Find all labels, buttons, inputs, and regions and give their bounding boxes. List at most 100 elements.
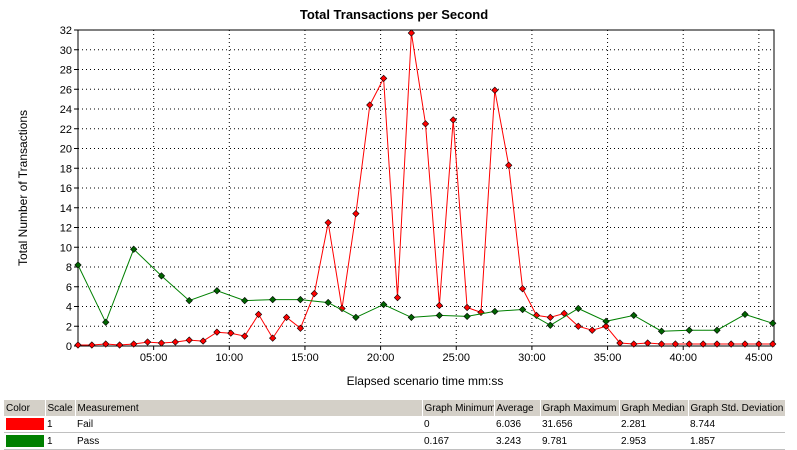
fail-data-point[interactable] bbox=[227, 329, 235, 337]
pass-series-line bbox=[77, 248, 773, 332]
fail-data-point[interactable] bbox=[463, 303, 471, 312]
fail-data-point[interactable] bbox=[338, 304, 346, 313]
fail-data-point[interactable] bbox=[102, 340, 110, 348]
legend-row-fail[interactable]: 1 Fail 0 6.036 31.656 2.281 8.744 bbox=[4, 416, 785, 433]
pass-data-point[interactable] bbox=[463, 312, 471, 320]
header-graph-minimum: Graph Minimum bbox=[422, 400, 495, 416]
fail-data-point[interactable] bbox=[727, 340, 735, 348]
fail-data-point[interactable] bbox=[518, 285, 527, 293]
fail-data-point[interactable] bbox=[130, 340, 138, 348]
std-cell: 1.857 bbox=[688, 432, 785, 450]
fail-data-point[interactable] bbox=[199, 337, 207, 345]
measurement-cell: Fail bbox=[75, 416, 422, 433]
fail-data-point[interactable] bbox=[713, 340, 721, 348]
fail-data-point[interactable] bbox=[685, 340, 693, 348]
fail-data-point[interactable] bbox=[602, 322, 610, 330]
pass-data-point[interactable] bbox=[157, 272, 166, 280]
pass-data-point[interactable] bbox=[657, 327, 666, 335]
y-tick-label: 8 bbox=[66, 262, 72, 274]
fail-data-point[interactable] bbox=[352, 210, 360, 218]
pass-data-point[interactable] bbox=[769, 319, 777, 327]
header-scale: Scale bbox=[45, 400, 76, 416]
fail-data-point[interactable] bbox=[366, 101, 374, 109]
fail-data-point[interactable] bbox=[296, 324, 305, 332]
pass-data-point[interactable] bbox=[713, 326, 721, 334]
pass-data-point[interactable] bbox=[741, 310, 749, 319]
fail-data-point[interactable] bbox=[407, 29, 415, 37]
y-tick-label: 20 bbox=[60, 144, 72, 156]
fail-data-point[interactable] bbox=[157, 339, 166, 347]
fail-data-point[interactable] bbox=[171, 338, 179, 346]
fail-data-point[interactable] bbox=[505, 161, 513, 169]
fail-data-point[interactable] bbox=[254, 310, 263, 319]
y-tick-label: 24 bbox=[60, 104, 72, 116]
pass-data-point[interactable] bbox=[296, 295, 305, 304]
pass-data-point[interactable] bbox=[352, 313, 360, 321]
x-tick-label: 10:00 bbox=[216, 352, 244, 364]
pass-data-point[interactable] bbox=[380, 300, 388, 309]
pass-data-point[interactable] bbox=[685, 326, 693, 334]
pass-data-point[interactable] bbox=[630, 311, 638, 320]
fail-data-point[interactable] bbox=[588, 326, 596, 334]
pass-color-swatch bbox=[6, 435, 44, 447]
pass-data-point[interactable] bbox=[241, 296, 249, 305]
fail-data-point[interactable] bbox=[769, 340, 777, 348]
min-cell: 0 bbox=[422, 416, 494, 433]
fail-data-point[interactable] bbox=[671, 340, 680, 348]
pass-data-point[interactable] bbox=[130, 245, 138, 253]
fail-data-point[interactable] bbox=[616, 339, 624, 347]
y-tick-label: 30 bbox=[60, 45, 72, 57]
fail-data-point[interactable] bbox=[435, 301, 443, 310]
pass-data-point[interactable] bbox=[407, 313, 415, 321]
pass-data-point[interactable] bbox=[491, 307, 499, 316]
x-tick-label: 30:00 bbox=[518, 352, 546, 364]
fail-data-point[interactable] bbox=[269, 334, 277, 342]
fail-data-point[interactable] bbox=[630, 340, 638, 348]
x-axis-title: Elapsed scenario time mm:ss bbox=[347, 374, 504, 388]
pass-data-point[interactable] bbox=[269, 295, 277, 304]
fail-data-point[interactable] bbox=[380, 74, 388, 83]
fail-data-point[interactable] bbox=[185, 336, 193, 344]
header-graph-maximum: Graph Maximum bbox=[540, 400, 620, 416]
fail-data-point[interactable] bbox=[574, 322, 582, 330]
pass-data-point[interactable] bbox=[102, 318, 110, 326]
pass-data-point[interactable] bbox=[518, 305, 527, 314]
fail-data-point[interactable] bbox=[282, 313, 291, 321]
fail-data-point[interactable] bbox=[644, 339, 652, 347]
pass-data-point[interactable] bbox=[546, 321, 554, 329]
fail-data-point[interactable] bbox=[421, 120, 430, 128]
fail-data-point[interactable] bbox=[143, 338, 152, 346]
pass-data-point[interactable] bbox=[74, 261, 82, 269]
fail-data-point[interactable] bbox=[241, 332, 249, 340]
fail-data-point[interactable] bbox=[310, 290, 318, 298]
fail-data-point[interactable] bbox=[449, 116, 457, 124]
y-tick-label: 10 bbox=[60, 242, 72, 254]
legend-header-row: Color Scale Measurement Graph Minimum Av… bbox=[4, 400, 786, 416]
fail-data-point[interactable] bbox=[74, 341, 82, 349]
fail-data-point[interactable] bbox=[657, 340, 666, 348]
median-cell: 2.281 bbox=[619, 416, 688, 433]
fail-data-point[interactable] bbox=[324, 218, 332, 227]
y-tick-label: 0 bbox=[66, 341, 72, 353]
fail-data-point[interactable] bbox=[115, 341, 124, 349]
fail-data-point[interactable] bbox=[741, 340, 749, 348]
fail-data-point[interactable] bbox=[213, 328, 221, 336]
y-tick-label: 22 bbox=[60, 124, 72, 136]
pass-data-point[interactable] bbox=[435, 311, 443, 320]
pass-data-point[interactable] bbox=[324, 298, 332, 307]
pass-data-point[interactable] bbox=[185, 296, 193, 305]
pass-data-point[interactable] bbox=[574, 304, 582, 313]
pass-data-point[interactable] bbox=[602, 317, 610, 325]
fail-data-point[interactable] bbox=[699, 340, 707, 348]
avg-cell: 6.036 bbox=[494, 416, 540, 433]
fail-data-point[interactable] bbox=[755, 340, 763, 348]
y-axis-title: Total Number of Transactions bbox=[16, 110, 30, 266]
legend-row-pass[interactable]: 1 Pass 0.167 3.243 9.781 2.953 1.857 bbox=[4, 432, 785, 450]
pass-data-point[interactable] bbox=[213, 287, 221, 295]
fail-data-point[interactable] bbox=[88, 341, 96, 349]
header-graph-std-deviation: Graph Std. Deviation bbox=[688, 400, 786, 416]
fail-data-point[interactable] bbox=[393, 293, 402, 302]
fail-data-point[interactable] bbox=[491, 86, 499, 94]
fail-data-point[interactable] bbox=[546, 313, 554, 321]
